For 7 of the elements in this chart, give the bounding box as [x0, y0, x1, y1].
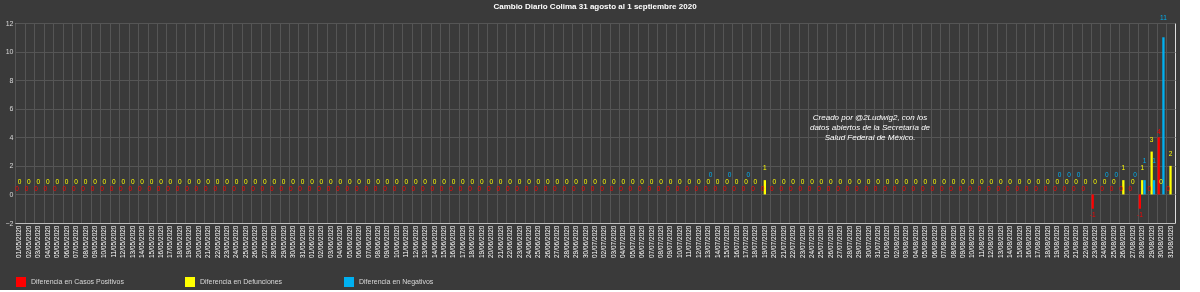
- bar: [1138, 194, 1142, 209]
- bar: [1169, 165, 1172, 195]
- bar: [1150, 151, 1153, 195]
- annotation: Creado por @2Ludwig2, con los datos abiertos de la Secretaría de Salud Federal de México.: [809, 113, 931, 142]
- bar: [1091, 194, 1094, 209]
- bar: [1162, 37, 1165, 195]
- chart-title: Cambio Diario Colima 31 agosto al 1 septiembre 2020: [493, 2, 698, 12]
